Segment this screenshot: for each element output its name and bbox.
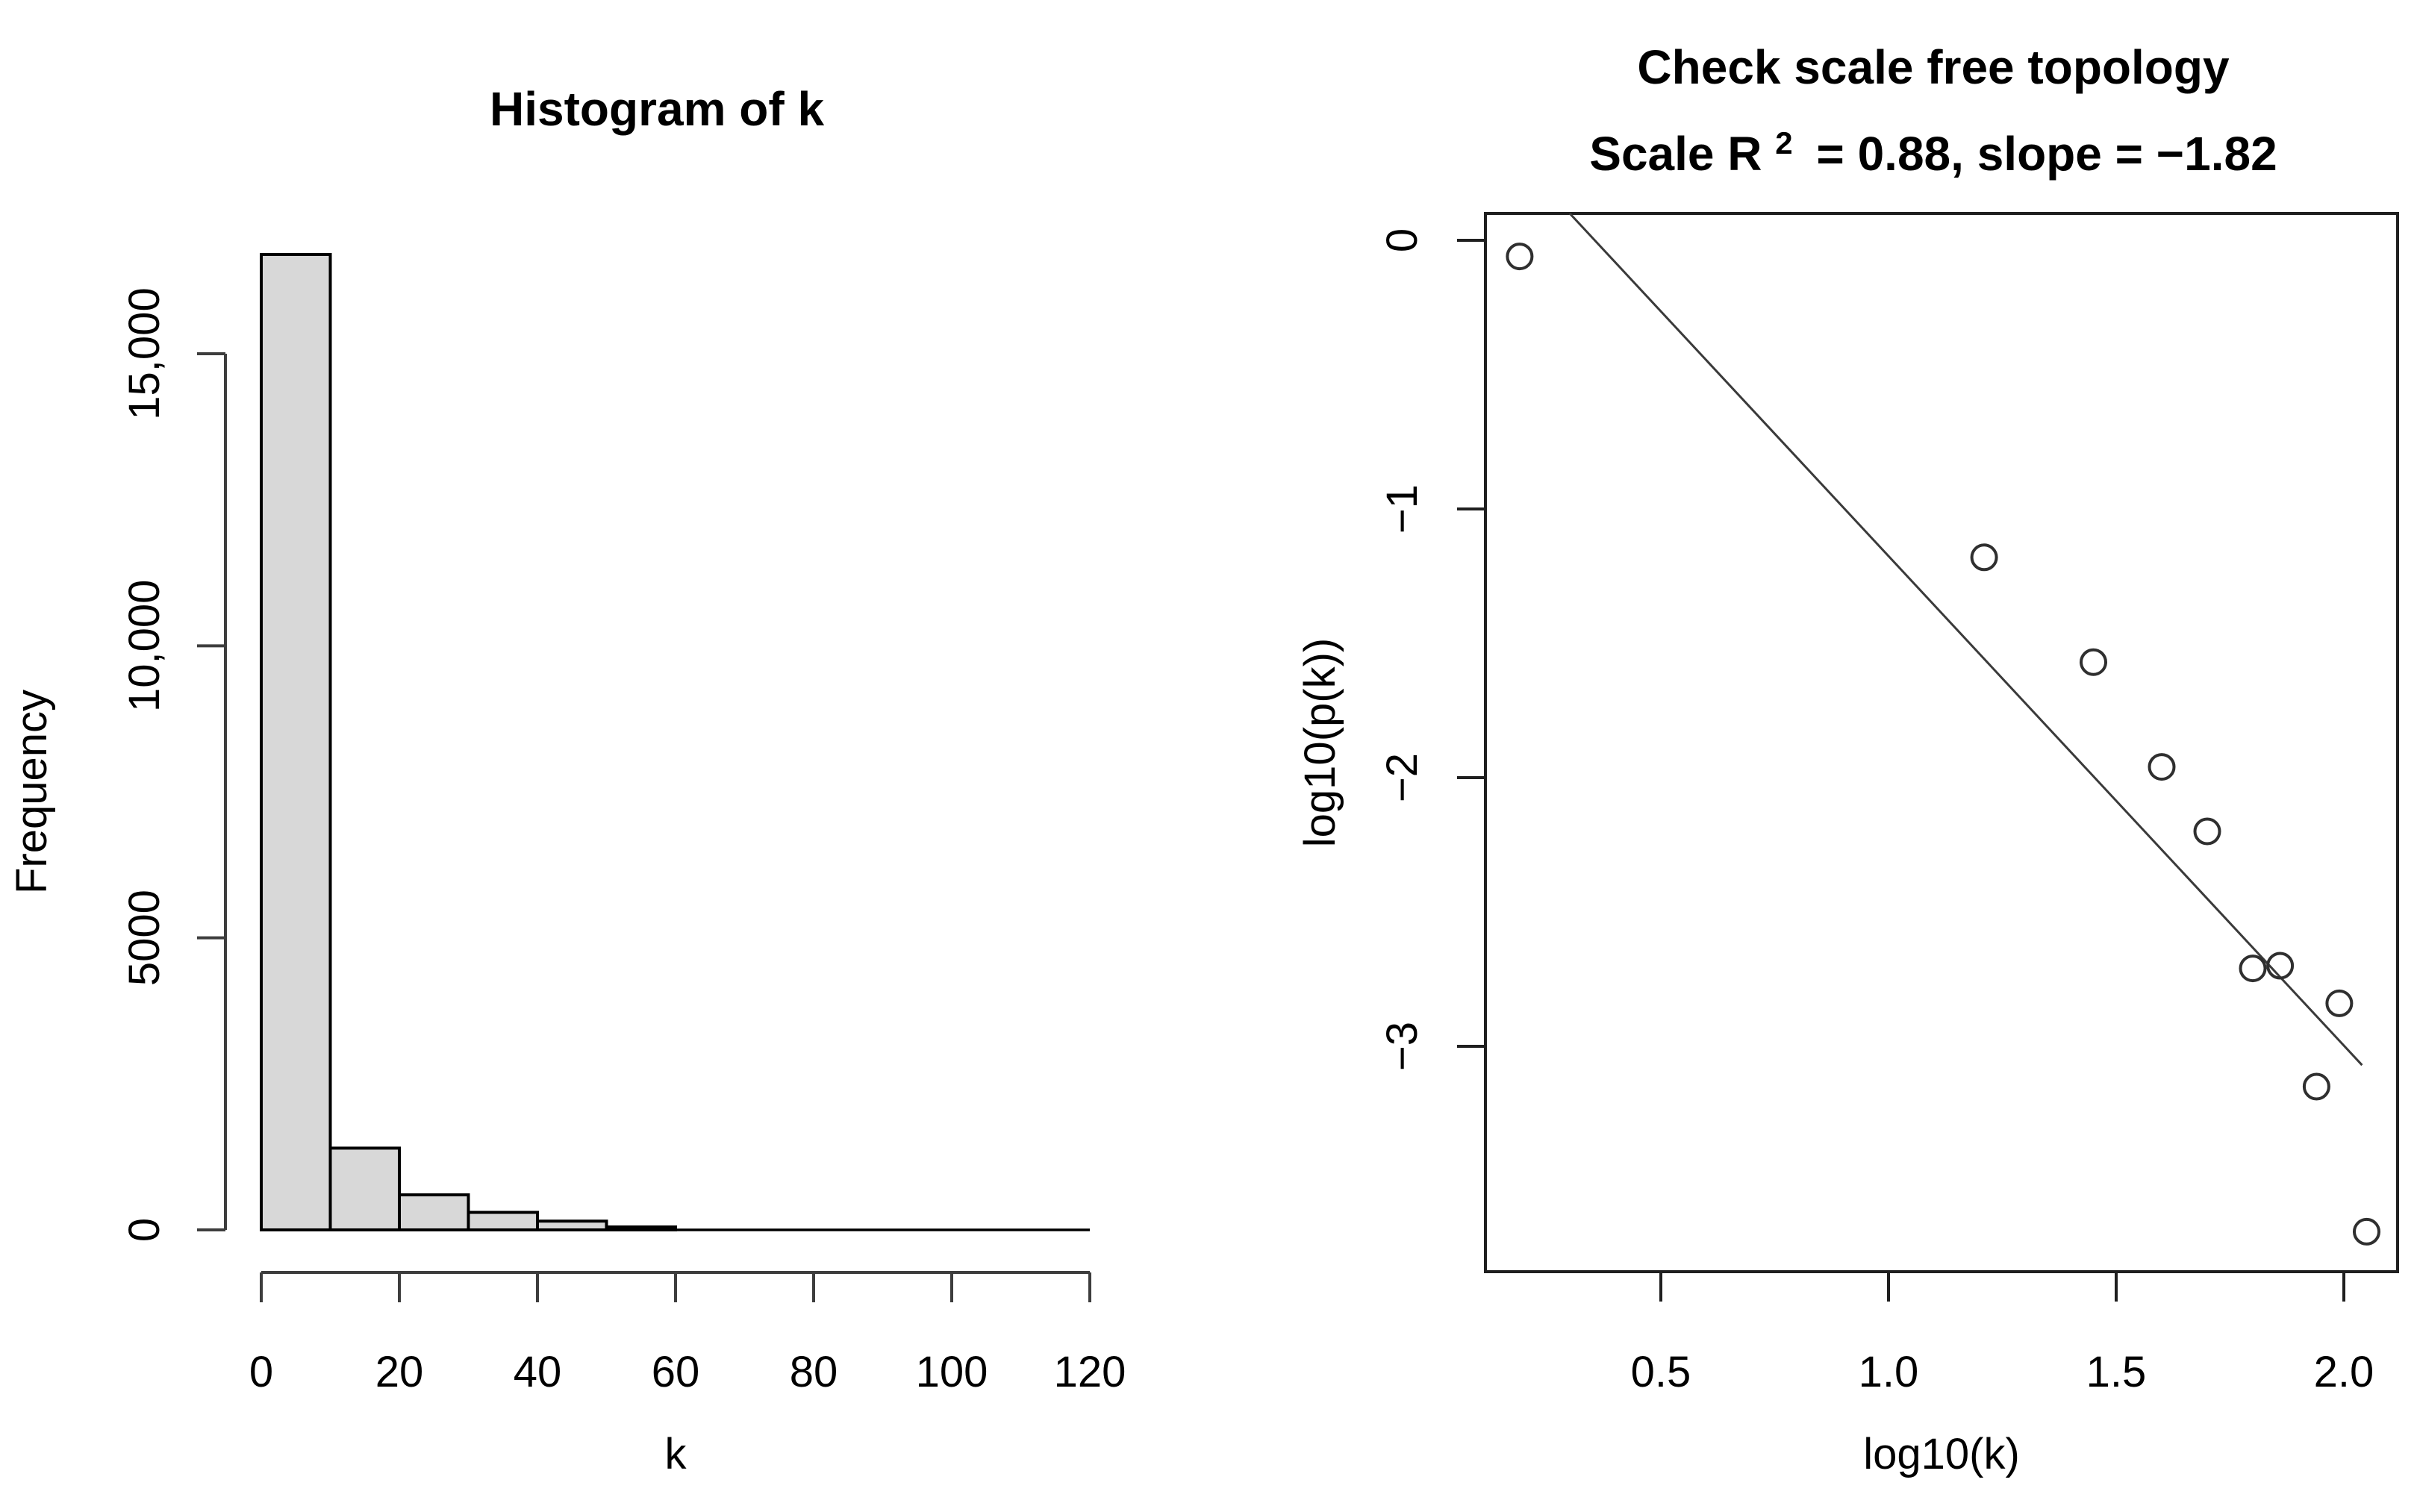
scatter-title-line2: Scale R 2 = 0.88, slope = −1.82 bbox=[1589, 110, 2277, 181]
scatter-point bbox=[2325, 989, 2354, 1017]
scatter-point bbox=[2266, 952, 2295, 980]
histogram-bar bbox=[605, 1225, 677, 1232]
scatter-point bbox=[2239, 955, 2267, 983]
scatter-point bbox=[2148, 753, 2176, 781]
regression-fit-line bbox=[1568, 212, 2363, 1066]
histogram-bar bbox=[467, 1210, 539, 1232]
x-tick-label: 0.5 bbox=[1631, 1348, 1691, 1396]
scatter-y-axis-label: log10(p(k)) bbox=[1296, 638, 1344, 847]
histogram-bar bbox=[260, 252, 332, 1231]
scatter-points bbox=[1506, 243, 2380, 1246]
histogram-x-axis-label: k bbox=[665, 1430, 687, 1478]
scatter-x-ticks: 0.5 1.0 1.5 2.0 bbox=[1631, 1272, 2374, 1396]
y-tick-label: −2 bbox=[1378, 753, 1426, 802]
histogram-plot: Histogram of k 0 20 40 60 80 100 120 0 5000 10,0… bbox=[7, 82, 1126, 1478]
y-tick-label: −1 bbox=[1378, 484, 1426, 534]
x-tick-label: 120 bbox=[1054, 1348, 1126, 1396]
histogram-x-ticks: 0 20 40 60 80 100 120 bbox=[249, 1272, 1126, 1396]
y-tick-label: 0 bbox=[1378, 228, 1426, 252]
y-tick-label: 10,000 bbox=[120, 580, 169, 712]
y-tick-label: 15,000 bbox=[120, 287, 169, 419]
histogram-bar bbox=[328, 1146, 401, 1231]
x-tick-label: 100 bbox=[916, 1348, 988, 1396]
x-tick-label: 0 bbox=[249, 1348, 273, 1396]
x-tick-label: 60 bbox=[652, 1348, 700, 1396]
scatter-subtitle-superscript: 2 bbox=[1775, 125, 1792, 160]
histogram-title: Histogram of k bbox=[490, 82, 824, 136]
x-tick-label: 20 bbox=[375, 1348, 424, 1396]
scatter-x-axis-label: log10(k) bbox=[1863, 1430, 2020, 1478]
scatter-point bbox=[1506, 243, 1534, 271]
histogram-y-ticks: 0 5000 10,000 15,000 bbox=[120, 287, 225, 1242]
scatter-subtitle-suffix: = 0.88, slope = −1.82 bbox=[1816, 127, 2277, 181]
scatter-plot-box bbox=[1484, 212, 2399, 1273]
scatter-point bbox=[1970, 543, 1998, 572]
scatter-point bbox=[2302, 1072, 2330, 1101]
y-tick-label: 5000 bbox=[120, 890, 169, 986]
y-tick-label: 0 bbox=[120, 1218, 169, 1242]
scatter-point bbox=[2353, 1217, 2380, 1246]
scatter-point bbox=[2080, 648, 2107, 676]
scatter-point bbox=[2193, 817, 2221, 846]
x-tick-label: 1.5 bbox=[2086, 1348, 2147, 1396]
x-tick-label: 40 bbox=[514, 1348, 562, 1396]
x-tick-label: 1.0 bbox=[1859, 1348, 1919, 1396]
histogram-bar bbox=[398, 1193, 470, 1232]
scatter-title-line1: Check scale free topology bbox=[1637, 40, 2230, 94]
x-tick-label: 2.0 bbox=[2314, 1348, 2374, 1396]
scatter-subtitle-prefix: Scale R bbox=[1589, 127, 1762, 181]
histogram-y-axis-label: Frequency bbox=[7, 690, 56, 894]
x-tick-label: 80 bbox=[790, 1348, 838, 1396]
scatter-plot: Check scale free topology Scale R 2 = 0.… bbox=[1296, 40, 2399, 1478]
histogram-bars bbox=[260, 252, 677, 1232]
y-tick-label: −3 bbox=[1378, 1022, 1426, 1071]
scatter-y-ticks: 0 −1 −2 −3 bbox=[1378, 228, 1485, 1071]
histogram-bar bbox=[536, 1219, 608, 1232]
